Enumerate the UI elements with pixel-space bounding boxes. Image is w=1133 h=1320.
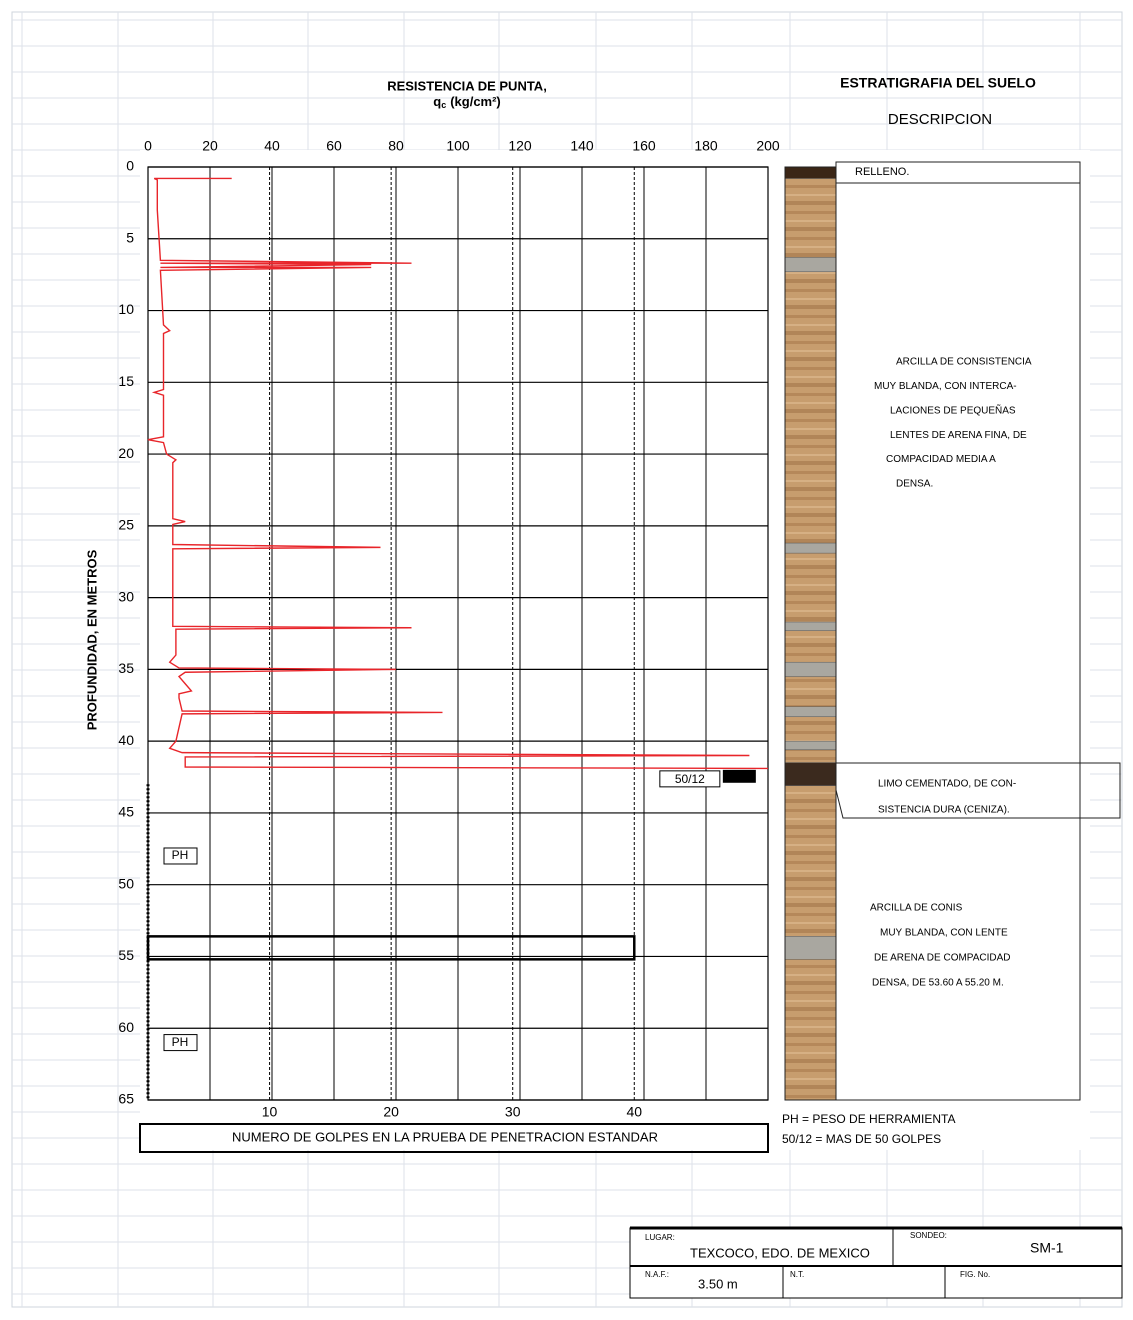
description-line: LIMO CEMENTADO, DE CON- bbox=[878, 779, 1016, 790]
stratum bbox=[785, 707, 836, 717]
page: {"chart_data": { "type": "line", "title"… bbox=[0, 0, 1133, 1315]
description-line: LENTES DE ARENA FINA, DE bbox=[890, 430, 1027, 441]
note: 50/12 = MAS DE 50 GOLPES bbox=[782, 1132, 941, 1146]
sheet: RESISTENCIA DE PUNTA, qc (kg/cm²) PROFUND… bbox=[0, 0, 1133, 1315]
label: SONDEO: bbox=[910, 1231, 947, 1240]
cell-cover bbox=[140, 150, 1090, 1150]
x2-tick-label: 20 bbox=[383, 1104, 399, 1120]
x-tick-label: 160 bbox=[632, 138, 656, 154]
stratum bbox=[785, 622, 836, 631]
label: N.A.F.: bbox=[645, 1270, 669, 1279]
y-tick-label: 5 bbox=[126, 229, 134, 245]
y-axis-label: PROFUNDIDAD, EN METROS bbox=[84, 549, 99, 730]
description-line: LACIONES DE PEQUEÑAS bbox=[890, 403, 1016, 416]
y-tick-label: 20 bbox=[118, 445, 134, 461]
description-line: COMPACIDAD MEDIA A bbox=[886, 454, 996, 465]
y-tick-label: 15 bbox=[118, 373, 134, 389]
x2-tick-label: 10 bbox=[262, 1104, 278, 1120]
y-tick-label: 35 bbox=[118, 660, 134, 676]
stratum bbox=[785, 763, 836, 786]
x-tick-label: 180 bbox=[694, 138, 718, 154]
description-line: RELLENO. bbox=[855, 166, 909, 178]
stratum bbox=[785, 167, 836, 178]
place: TEXCOCO, EDO. DE MEXICO bbox=[690, 1245, 870, 1260]
stratum bbox=[785, 741, 836, 750]
x-tick-label: 200 bbox=[756, 138, 780, 154]
y-tick-label: 55 bbox=[118, 947, 134, 963]
stratum bbox=[785, 543, 836, 553]
y-tick-label: 40 bbox=[118, 732, 134, 748]
ph-label: PH bbox=[172, 1035, 189, 1049]
x-tick-label: 0 bbox=[144, 138, 152, 154]
x-tick-label: 140 bbox=[570, 138, 594, 154]
strat-subtitle: DESCRIPCION bbox=[888, 111, 992, 128]
stratum bbox=[785, 662, 836, 676]
note: PH = PESO DE HERRAMIENTA bbox=[782, 1112, 955, 1126]
stratum bbox=[785, 257, 836, 271]
x-tick-label: 100 bbox=[446, 138, 470, 154]
x2-tick-label: 40 bbox=[626, 1104, 642, 1120]
description-line: DENSA. bbox=[896, 479, 933, 490]
y-tick-label: 45 bbox=[118, 804, 134, 820]
x-tick-label: 80 bbox=[388, 138, 404, 154]
description-line: DE ARENA DE COMPACIDAD bbox=[874, 953, 1011, 964]
description-line: ARCILLA DE CONIS bbox=[870, 903, 963, 914]
x-tick-label: 40 bbox=[264, 138, 280, 154]
ph-label: PH bbox=[172, 848, 189, 862]
strat-title: ESTRATIGRAFIA DEL SUELO bbox=[840, 75, 1036, 91]
label: FIG. No. bbox=[960, 1270, 990, 1279]
chart-title: RESISTENCIA DE PUNTA, bbox=[387, 78, 547, 93]
description-line: SISTENCIA DURA (CENIZA). bbox=[878, 805, 1010, 816]
x2-axis-label: NUMERO DE GOLPES EN LA PRUEBA DE PENETRA… bbox=[232, 1129, 658, 1144]
x-label-symbol: q bbox=[433, 94, 441, 109]
label: N.T. bbox=[790, 1270, 804, 1279]
x-tick-label: 60 bbox=[326, 138, 342, 154]
description-line: DENSA, DE 53.60 A 55.20 M. bbox=[872, 978, 1004, 989]
water-level: 3.50 m bbox=[698, 1276, 738, 1291]
x-tick-label: 120 bbox=[508, 138, 532, 154]
y-tick-label: 10 bbox=[118, 301, 134, 317]
y-tick-label: 65 bbox=[118, 1091, 134, 1107]
y-tick-label: 25 bbox=[118, 517, 134, 533]
y-tick-label: 60 bbox=[118, 1019, 134, 1035]
description-line: MUY BLANDA, CON LENTE bbox=[880, 928, 1008, 939]
x-label-unit: (kg/cm²) bbox=[450, 94, 501, 109]
x-label-subscript: c bbox=[441, 100, 446, 110]
label: LUGAR: bbox=[645, 1233, 675, 1242]
boring: SM-1 bbox=[1030, 1240, 1064, 1256]
y-tick-label: 30 bbox=[118, 588, 134, 604]
y-tick-label: 0 bbox=[126, 158, 134, 174]
refusal-bar bbox=[723, 770, 756, 783]
x2-tick-label: 30 bbox=[505, 1104, 521, 1120]
refusal-label: 50/12 bbox=[675, 772, 705, 786]
x-tick-label: 20 bbox=[202, 138, 218, 154]
description-line: MUY BLANDA, CON INTERCA- bbox=[874, 381, 1017, 392]
description-line: ARCILLA DE CONSISTENCIA bbox=[896, 357, 1032, 368]
y-tick-label: 50 bbox=[118, 875, 134, 891]
sheet-cells bbox=[12, 12, 1122, 1307]
stratum bbox=[785, 936, 836, 959]
